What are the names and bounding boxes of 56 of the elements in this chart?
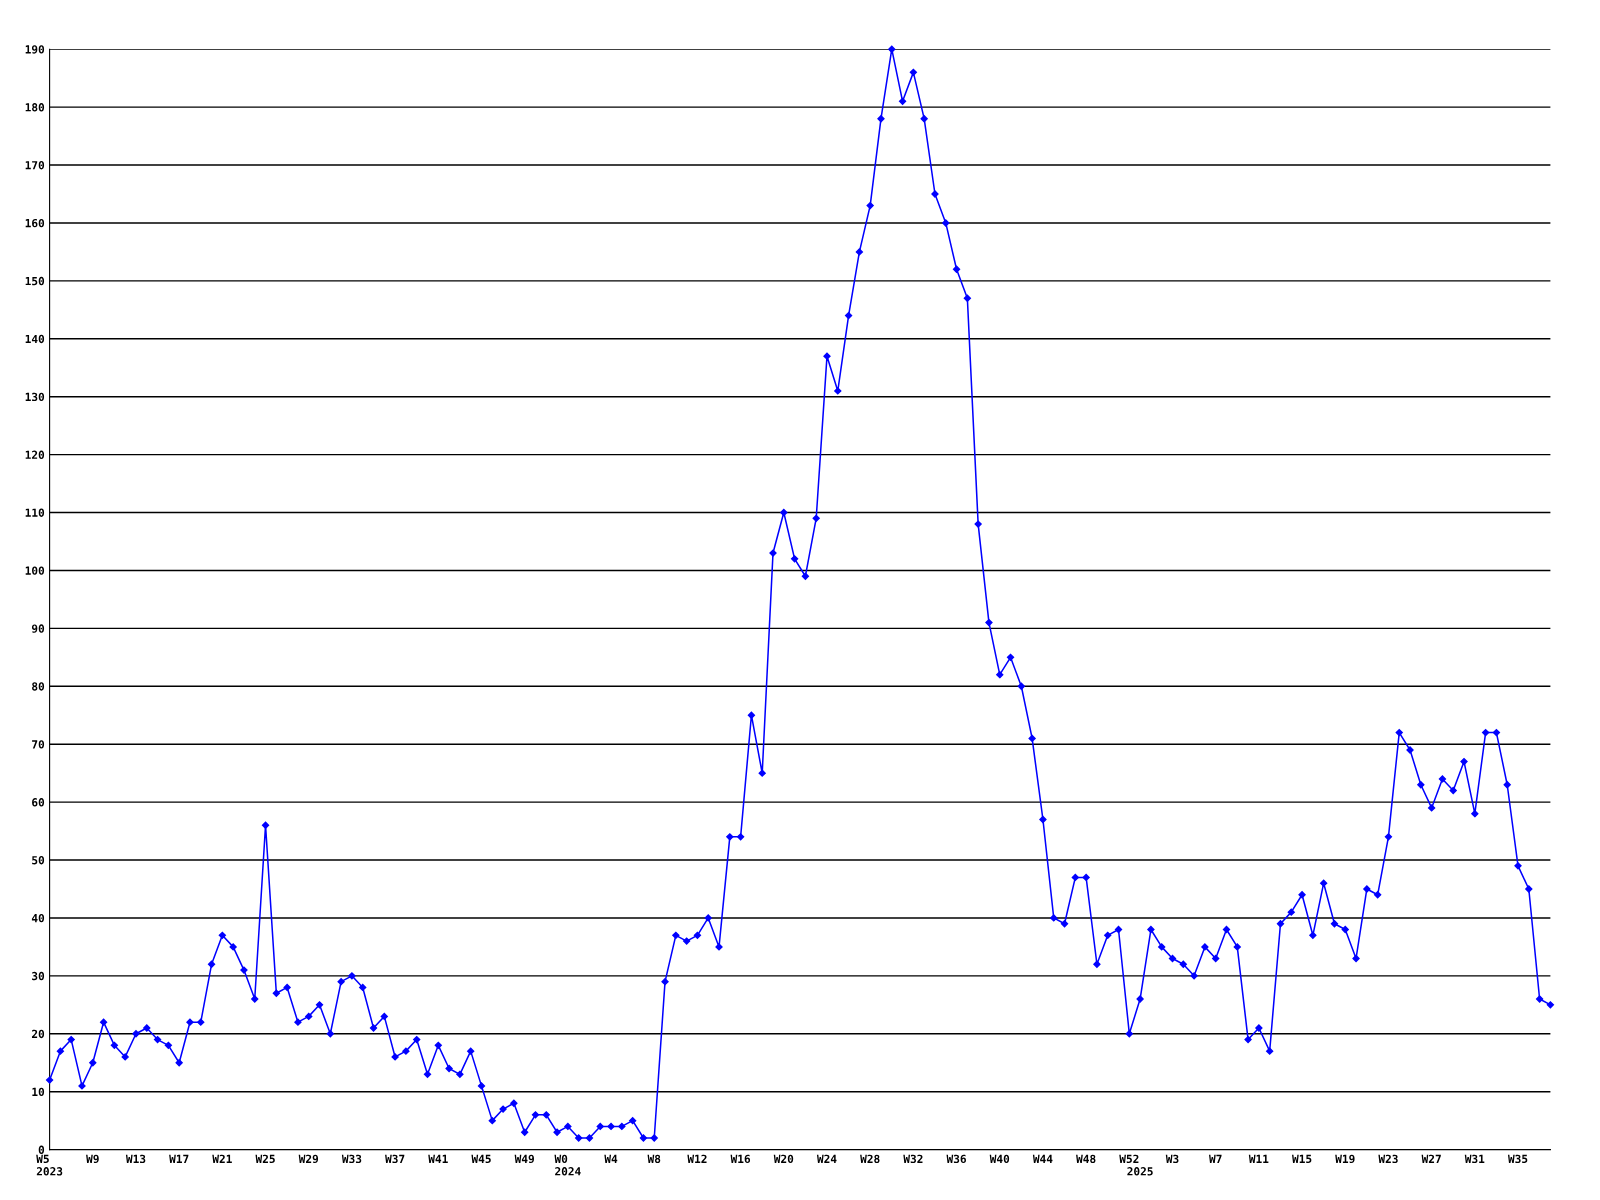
- x-tick-label: W16: [730, 1154, 751, 1164]
- y-tick-label: 110: [25, 508, 45, 517]
- x-tick-label: W49: [514, 1154, 534, 1164]
- y-tick-label: 190: [25, 45, 45, 54]
- x-tick-label: W24: [816, 1154, 837, 1163]
- x-tick-label: 2025: [1127, 1167, 1153, 1176]
- y-tick-label: 140: [25, 334, 45, 344]
- y-tick-label: 40: [31, 913, 45, 923]
- y-tick-label: 80: [32, 682, 45, 691]
- x-tick-label: W27: [1421, 1154, 1441, 1163]
- x-tick-label: W0 2024: [554, 1154, 581, 1176]
- y-tick-label: 50: [32, 856, 45, 865]
- y-tick-label: 180: [25, 103, 45, 112]
- x-tick-label: W44: [1032, 1154, 1053, 1163]
- y-tick-label: 90: [31, 624, 45, 633]
- y-tick-label: 120: [25, 450, 45, 459]
- x-tick-label: W36: [946, 1154, 966, 1164]
- x-tick-label: W40: [989, 1154, 1010, 1164]
- y-tick-label: 30: [32, 971, 45, 981]
- x-tick-label: W35: [1507, 1154, 1528, 1164]
- x-tick-label: W3: [1165, 1154, 1179, 1164]
- x-tick-label: W25: [255, 1154, 275, 1164]
- x-tick-label: W29: [298, 1154, 319, 1164]
- x-tick-label: W28: [860, 1154, 880, 1164]
- x-tick-label: W11: [1248, 1154, 1269, 1163]
- y-tick-label: 70: [32, 740, 45, 749]
- x-tick-label: W15: [1292, 1154, 1312, 1164]
- y-tick-label: 100: [25, 566, 45, 575]
- x-tick-label: W31: [1464, 1154, 1485, 1164]
- x-tick-label: W41: [428, 1154, 448, 1163]
- y-tick-label: 10: [32, 1087, 45, 1097]
- x-tick-label: W12: [687, 1154, 707, 1163]
- x-tick-label: W9: [86, 1154, 99, 1164]
- x-tick-label: W48: [1076, 1154, 1096, 1164]
- y-tick-label: 20: [31, 1029, 45, 1039]
- x-tick-label: W17: [169, 1154, 189, 1163]
- x-tick-label: W20: [773, 1154, 794, 1164]
- x-tick-label: W8: [647, 1154, 661, 1164]
- x-tick-label: W45: [471, 1154, 491, 1164]
- y-tick-label: 170: [25, 161, 45, 170]
- x-tick-label: W52: [1119, 1154, 1139, 1164]
- x-tick-label: W5 2023: [36, 1154, 63, 1176]
- x-tick-label: W23: [1378, 1154, 1398, 1164]
- x-tick-label: W13: [125, 1154, 146, 1164]
- x-tick-label: W19: [1335, 1154, 1355, 1164]
- y-tick-label: 0: [38, 1145, 45, 1154]
- y-tick-label: 130: [25, 392, 45, 402]
- x-tick-label: W4: [604, 1154, 618, 1163]
- x-tick-label: W21: [212, 1154, 232, 1163]
- y-tick-label: 150: [25, 276, 45, 286]
- y-tick-label: 160: [25, 218, 45, 228]
- x-tick-label: W37: [385, 1154, 405, 1164]
- y-tick-label: 60: [32, 798, 45, 807]
- x-tick-label: W7: [1209, 1154, 1222, 1163]
- x-tick-label: W32: [903, 1154, 923, 1164]
- x-tick-label: W33: [341, 1154, 362, 1164]
